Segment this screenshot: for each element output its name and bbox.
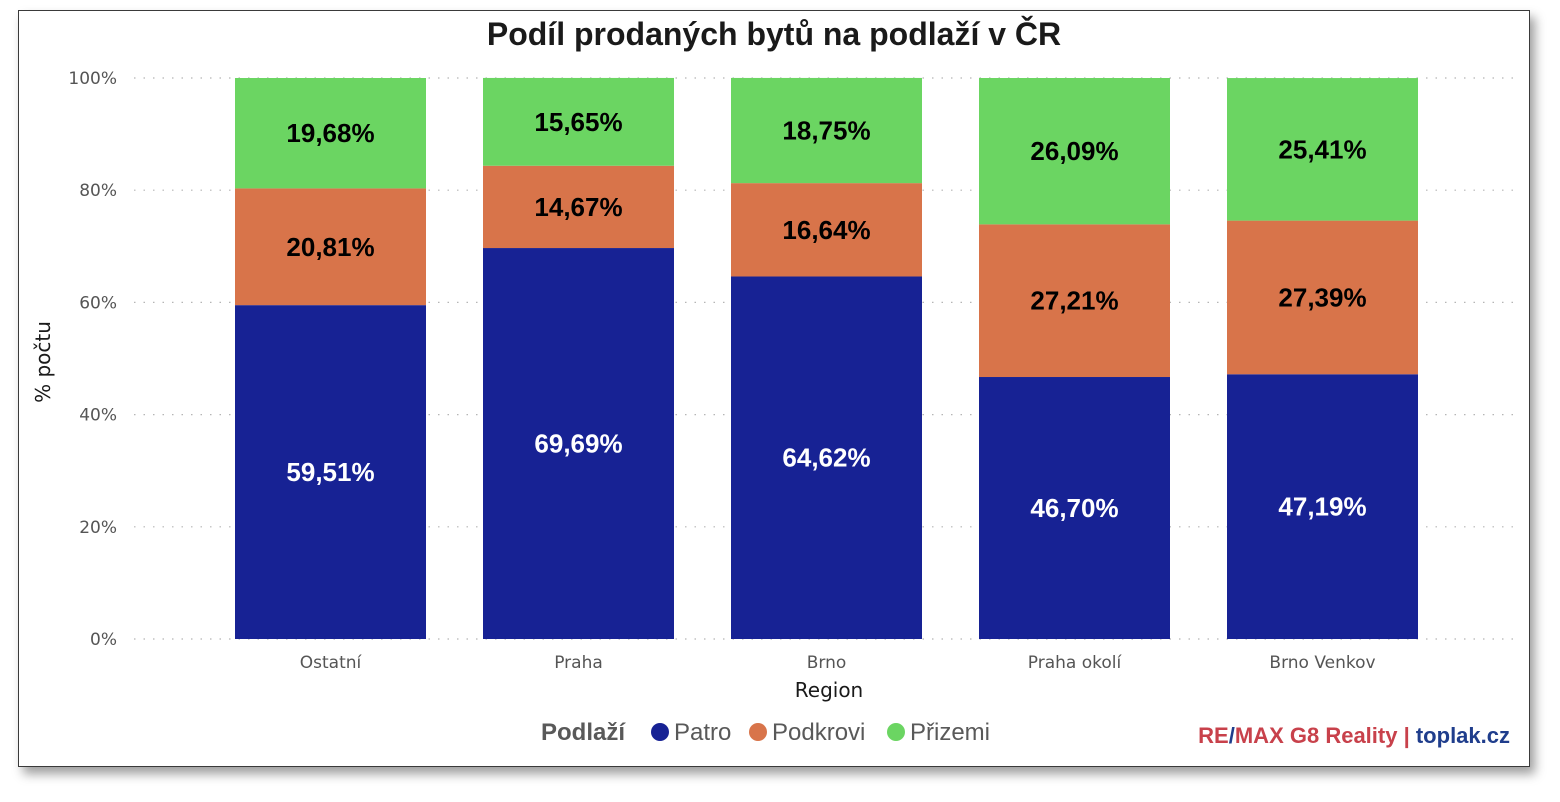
data-label: 59,51% [286,457,374,487]
legend-marker-patro [651,723,669,741]
bar-segment-přizemi [979,78,1170,225]
data-label: 25,41% [1278,134,1366,164]
x-tick-label: Praha okolí [1028,653,1123,673]
bar-segment-podkrovi [979,224,1170,378]
bar-segment-patro [1227,374,1418,639]
legend-marker-podkrovi [749,723,767,741]
legend: Podlaží Patro Podkrovi Přizemi [541,719,990,746]
y-tick-label: 100% [68,69,117,89]
brand-re: RE [1198,723,1229,748]
data-label: 46,70% [1030,493,1118,523]
data-label: 15,65% [534,107,622,137]
brand-watermark: RE/MAX G8 Reality | toplak.cz [1198,723,1510,748]
chart-title: Podíl prodaných bytů na podlaží v ČR [487,16,1061,52]
data-label: 16,64% [782,215,870,245]
y-tick-label: 60% [79,293,117,313]
bar-segment-přizemi [731,77,922,184]
data-label: 69,69% [534,429,622,459]
bar-segment-podkrovi [235,188,426,306]
stacked-bar-chart: Podíl prodaných bytů na podlaží v ČR 0% 2… [31,16,1519,748]
y-axis-title: % počtu [31,321,55,403]
legend-label-patro: Patro [674,719,731,746]
chart-container: Podíl prodaných bytů na podlaží v ČR 0% 2… [18,10,1530,767]
data-label: 18,75% [782,116,870,146]
data-label: 19,68% [286,118,374,148]
bar-segment-podkrovi [1227,220,1418,375]
data-label: 27,21% [1030,286,1118,316]
bars: 59,51% 20,81% 19,68% 69,69% 14,67% 15,65% 64,6… [235,77,1418,639]
x-axis-ticks: Ostatní Praha Brno Praha okolí Brno Venkov [300,653,1376,673]
data-label: 14,67% [534,192,622,222]
legend-label-podkrovi: Podkrovi [772,719,865,746]
y-tick-label: 40% [79,406,117,426]
bar-segment-podkrovi [731,183,922,277]
brand-site: toplak.cz [1416,723,1510,748]
y-tick-label: 0% [90,630,117,650]
bar-segment-patro [979,377,1170,639]
data-label: 26,09% [1030,136,1118,166]
bar-segment-přizemi [1227,78,1418,221]
legend-label-přizemi: Přizemi [910,719,990,746]
y-tick-label: 80% [79,181,117,201]
bar-segment-přizemi [235,78,426,189]
legend-marker-přizemi [887,723,905,741]
data-label: 47,19% [1278,492,1366,522]
brand-max: MAX G8 Reality [1235,723,1398,748]
bar-segment-patro [731,276,922,639]
x-tick-label: Brno [807,653,847,673]
brand-separator: | [1397,723,1415,748]
bar-segment-přizemi [483,77,674,166]
data-label: 20,81% [286,232,374,262]
bar-segment-podkrovi [483,165,674,249]
x-axis-title: Region [795,678,863,702]
data-label: 64,62% [782,443,870,473]
legend-title: Podlaží [541,719,626,746]
x-tick-label: Brno Venkov [1269,653,1375,673]
data-label: 27,39% [1278,282,1366,312]
x-tick-label: Ostatní [300,653,363,673]
y-tick-label: 20% [79,518,117,538]
bar-segment-patro [235,305,426,639]
brand-slash: / [1229,723,1235,748]
x-tick-label: Praha [554,653,603,673]
y-axis-ticks: 0% 20% 40% 60% 80% 100% [68,69,117,650]
bar-segment-patro [483,248,674,639]
